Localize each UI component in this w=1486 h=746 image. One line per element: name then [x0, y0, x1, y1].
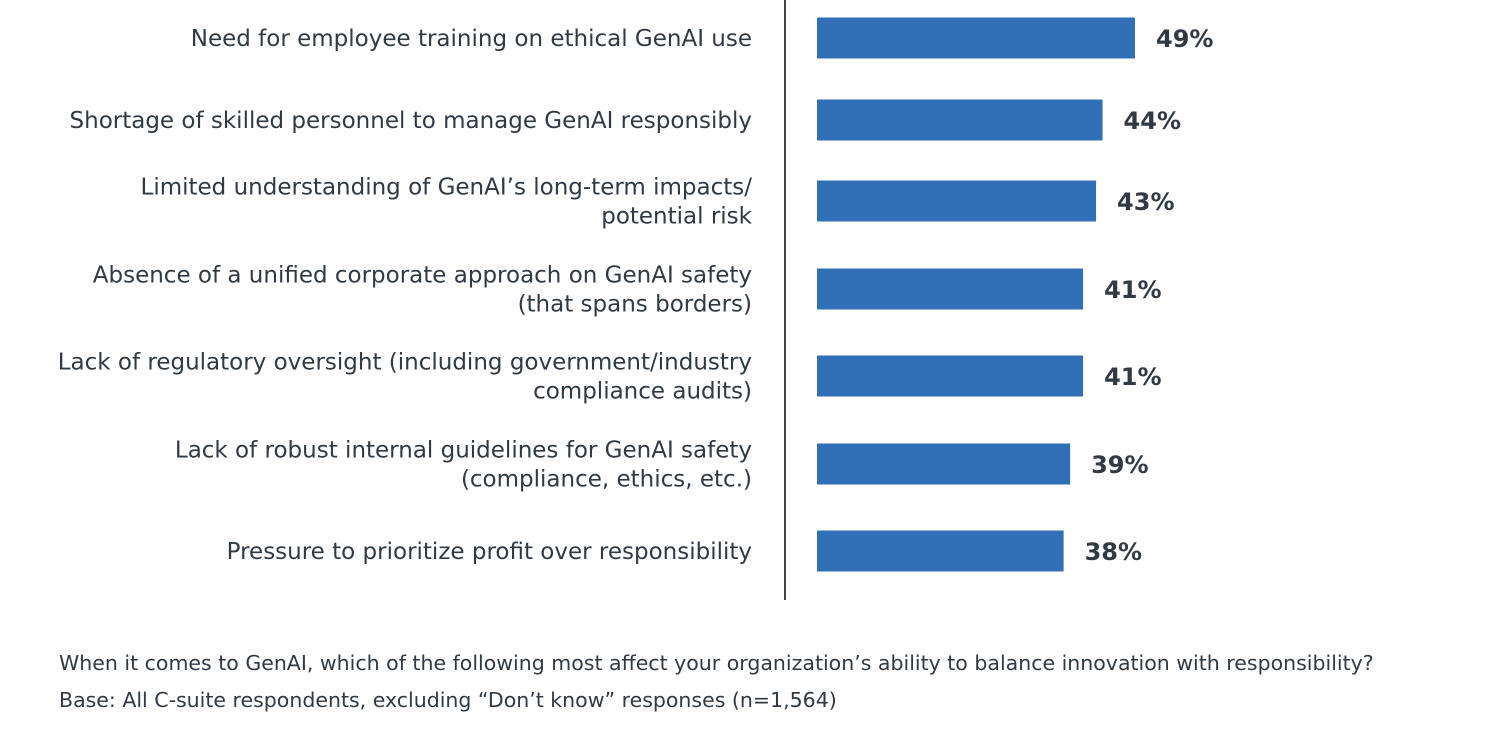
bar-value-label: 41% — [1104, 363, 1161, 391]
category-label: (that spans borders) — [518, 292, 752, 318]
bar — [817, 99, 1103, 141]
category-label: Limited understanding of GenAI’s long-te… — [141, 175, 753, 201]
category-label: Absence of a unified corporate approach … — [93, 263, 752, 289]
bar-value-label: 41% — [1104, 276, 1161, 304]
bar-value-label: 43% — [1117, 188, 1174, 216]
survey-question: When it comes to GenAI, which of the fol… — [59, 651, 1374, 675]
category-label: (compliance, ethics, etc.) — [461, 467, 752, 493]
category-label: Lack of regulatory oversight (including … — [58, 350, 752, 376]
bar — [817, 443, 1071, 485]
bar — [817, 180, 1097, 222]
category-label: compliance audits) — [533, 379, 752, 405]
category-label: Shortage of skilled personnel to manage … — [70, 108, 752, 134]
bar — [817, 268, 1084, 310]
bar-value-label: 49% — [1156, 25, 1213, 53]
bar-value-label: 44% — [1124, 107, 1181, 135]
category-label: potential risk — [601, 204, 752, 230]
bar-value-label: 38% — [1085, 538, 1142, 566]
bar — [817, 17, 1135, 59]
category-label: Lack of robust internal guidelines for G… — [175, 438, 752, 464]
bar-chart: 49% Need for employee training on ethical… — [58, 0, 1213, 600]
bar — [817, 355, 1084, 397]
category-label: Pressure to prioritize profit over respo… — [227, 539, 752, 565]
bar-value-label: 39% — [1091, 451, 1148, 479]
bar — [817, 530, 1064, 572]
category-label: Need for employee training on ethical Ge… — [191, 26, 752, 52]
chart-notes: When it comes to GenAI, which of the fol… — [59, 645, 1459, 719]
survey-base: Base: All C-suite respondents, excluding… — [59, 688, 837, 712]
